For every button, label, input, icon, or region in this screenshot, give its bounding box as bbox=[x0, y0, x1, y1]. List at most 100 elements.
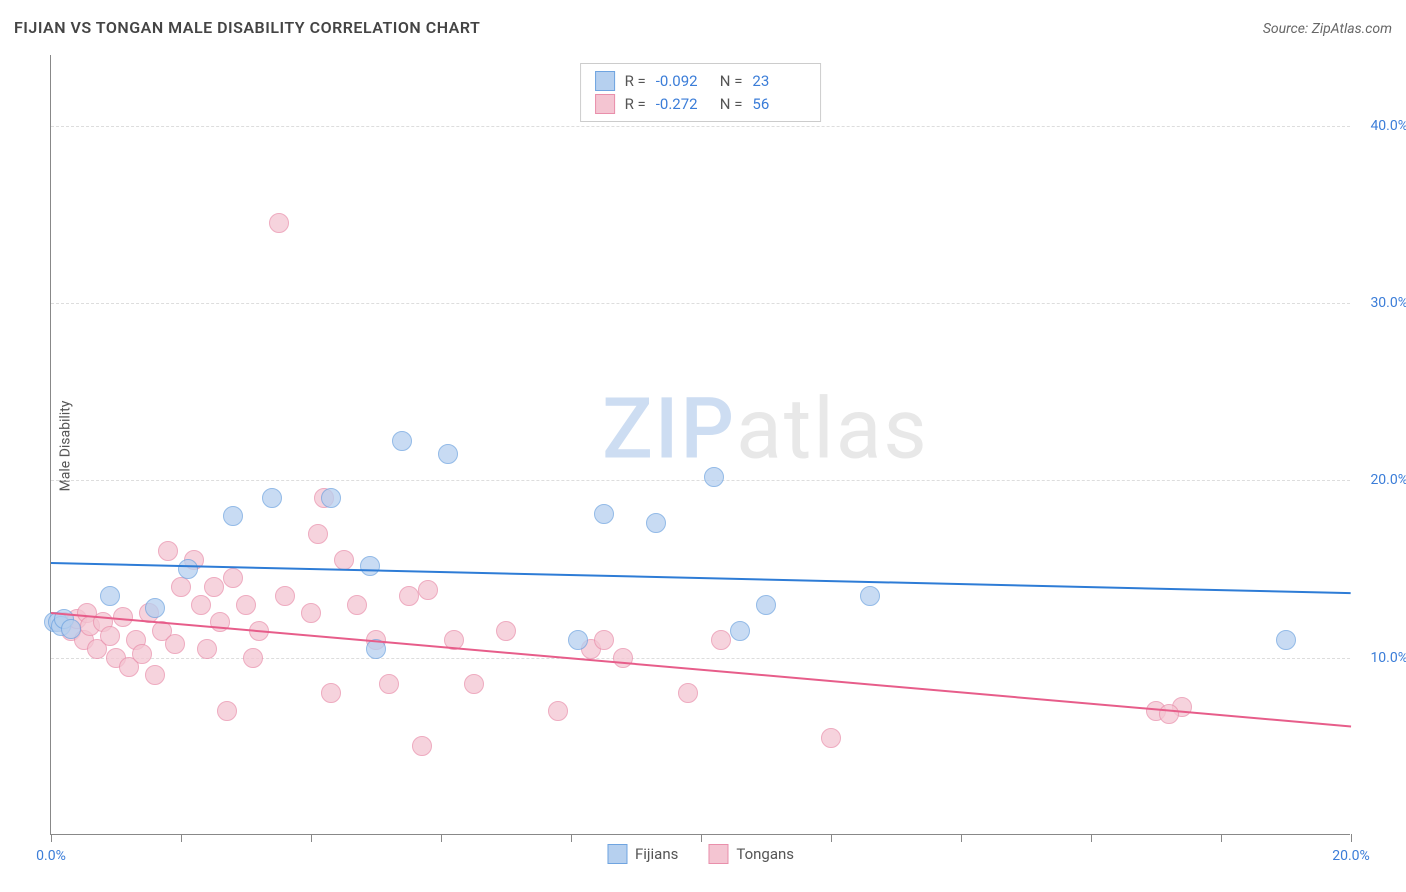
legend-item: Fijians bbox=[607, 844, 678, 864]
data-point bbox=[100, 626, 120, 646]
y-tick-label: 20.0% bbox=[1370, 472, 1406, 488]
data-point bbox=[145, 665, 165, 685]
plot-area: ZIPatlas R =-0.092N =23R =-0.272N =56 Fi… bbox=[50, 55, 1350, 835]
chart-container: FIJIAN VS TONGAN MALE DISABILITY CORRELA… bbox=[0, 0, 1406, 892]
data-point bbox=[418, 580, 438, 600]
data-point bbox=[756, 595, 776, 615]
data-point bbox=[392, 431, 412, 451]
stat-row: R = -0.272 N = 56 bbox=[595, 93, 807, 116]
data-point bbox=[464, 674, 484, 694]
data-point bbox=[1276, 630, 1296, 650]
r-value: -0.092 bbox=[656, 70, 710, 93]
data-point bbox=[197, 639, 217, 659]
data-point bbox=[548, 701, 568, 721]
legend-label: Fijians bbox=[635, 845, 678, 863]
trend-line bbox=[51, 562, 1351, 594]
data-point bbox=[613, 648, 633, 668]
data-point bbox=[646, 513, 666, 533]
data-point bbox=[568, 630, 588, 650]
data-point bbox=[275, 586, 295, 606]
r-label: R = bbox=[625, 93, 646, 116]
source-attribution: Source: ZipAtlas.com bbox=[1263, 21, 1392, 37]
x-tick bbox=[441, 834, 442, 842]
n-value: 56 bbox=[752, 93, 806, 116]
bottom-legend: Fijians Tongans bbox=[607, 844, 794, 864]
watermark-zip: ZIP bbox=[602, 379, 736, 478]
legend-swatch bbox=[595, 94, 615, 114]
grid-line bbox=[51, 126, 1350, 127]
data-point bbox=[496, 621, 516, 641]
data-point bbox=[178, 559, 198, 579]
data-point bbox=[204, 577, 224, 597]
data-point bbox=[730, 621, 750, 641]
x-tick bbox=[1221, 834, 1222, 842]
x-tick bbox=[571, 834, 572, 842]
legend-item: Tongans bbox=[708, 844, 794, 864]
data-point bbox=[165, 634, 185, 654]
watermark: ZIPatlas bbox=[602, 379, 929, 478]
legend-swatch bbox=[708, 844, 728, 864]
data-point bbox=[379, 674, 399, 694]
data-point bbox=[100, 586, 120, 606]
data-point bbox=[412, 736, 432, 756]
n-value: 23 bbox=[752, 70, 806, 93]
data-point bbox=[347, 595, 367, 615]
x-tick bbox=[701, 834, 702, 842]
data-point bbox=[243, 648, 263, 668]
y-tick-label: 30.0% bbox=[1370, 295, 1406, 311]
data-point bbox=[594, 630, 614, 650]
r-value: -0.272 bbox=[656, 93, 710, 116]
legend-label: Tongans bbox=[736, 845, 794, 863]
data-point bbox=[860, 586, 880, 606]
x-tick bbox=[831, 834, 832, 842]
x-tick bbox=[961, 834, 962, 842]
data-point bbox=[61, 619, 81, 639]
r-label: R = bbox=[625, 70, 646, 93]
legend-swatch bbox=[595, 71, 615, 91]
x-tick bbox=[1351, 834, 1352, 842]
data-point bbox=[262, 488, 282, 508]
legend-swatch bbox=[607, 844, 627, 864]
header: FIJIAN VS TONGAN MALE DISABILITY CORRELA… bbox=[14, 18, 1392, 37]
chart-title: FIJIAN VS TONGAN MALE DISABILITY CORRELA… bbox=[14, 18, 480, 37]
n-label: N = bbox=[720, 93, 743, 116]
data-point bbox=[269, 213, 289, 233]
x-tick bbox=[1091, 834, 1092, 842]
n-label: N = bbox=[720, 70, 743, 93]
data-point bbox=[711, 630, 731, 650]
data-point bbox=[301, 603, 321, 623]
data-point bbox=[594, 504, 614, 524]
x-tick bbox=[181, 834, 182, 842]
y-tick-label: 10.0% bbox=[1370, 650, 1406, 666]
data-point bbox=[308, 524, 328, 544]
data-point bbox=[236, 595, 256, 615]
data-point bbox=[1159, 704, 1179, 724]
data-point bbox=[360, 556, 380, 576]
data-point bbox=[678, 683, 698, 703]
x-tick-label: 0.0% bbox=[36, 848, 66, 864]
data-point bbox=[217, 701, 237, 721]
y-tick-label: 40.0% bbox=[1370, 118, 1406, 134]
x-tick-label: 20.0% bbox=[1332, 848, 1370, 864]
trend-line bbox=[51, 612, 1351, 727]
data-point bbox=[334, 550, 354, 570]
grid-line bbox=[51, 480, 1350, 481]
data-point bbox=[399, 586, 419, 606]
x-tick bbox=[51, 834, 52, 842]
watermark-atlas: atlas bbox=[736, 379, 929, 478]
data-point bbox=[321, 683, 341, 703]
data-point bbox=[223, 506, 243, 526]
data-point bbox=[191, 595, 211, 615]
data-point bbox=[821, 728, 841, 748]
x-tick bbox=[311, 834, 312, 842]
grid-line bbox=[51, 303, 1350, 304]
data-point bbox=[171, 577, 191, 597]
data-point bbox=[145, 598, 165, 618]
data-point bbox=[704, 467, 724, 487]
data-point bbox=[132, 644, 152, 664]
data-point bbox=[321, 488, 341, 508]
data-point bbox=[438, 444, 458, 464]
correlation-stat-box: R = -0.092 N = 23 R = -0.272 N = 56 bbox=[580, 63, 822, 122]
stat-row: R = -0.092 N = 23 bbox=[595, 70, 807, 93]
data-point bbox=[223, 568, 243, 588]
